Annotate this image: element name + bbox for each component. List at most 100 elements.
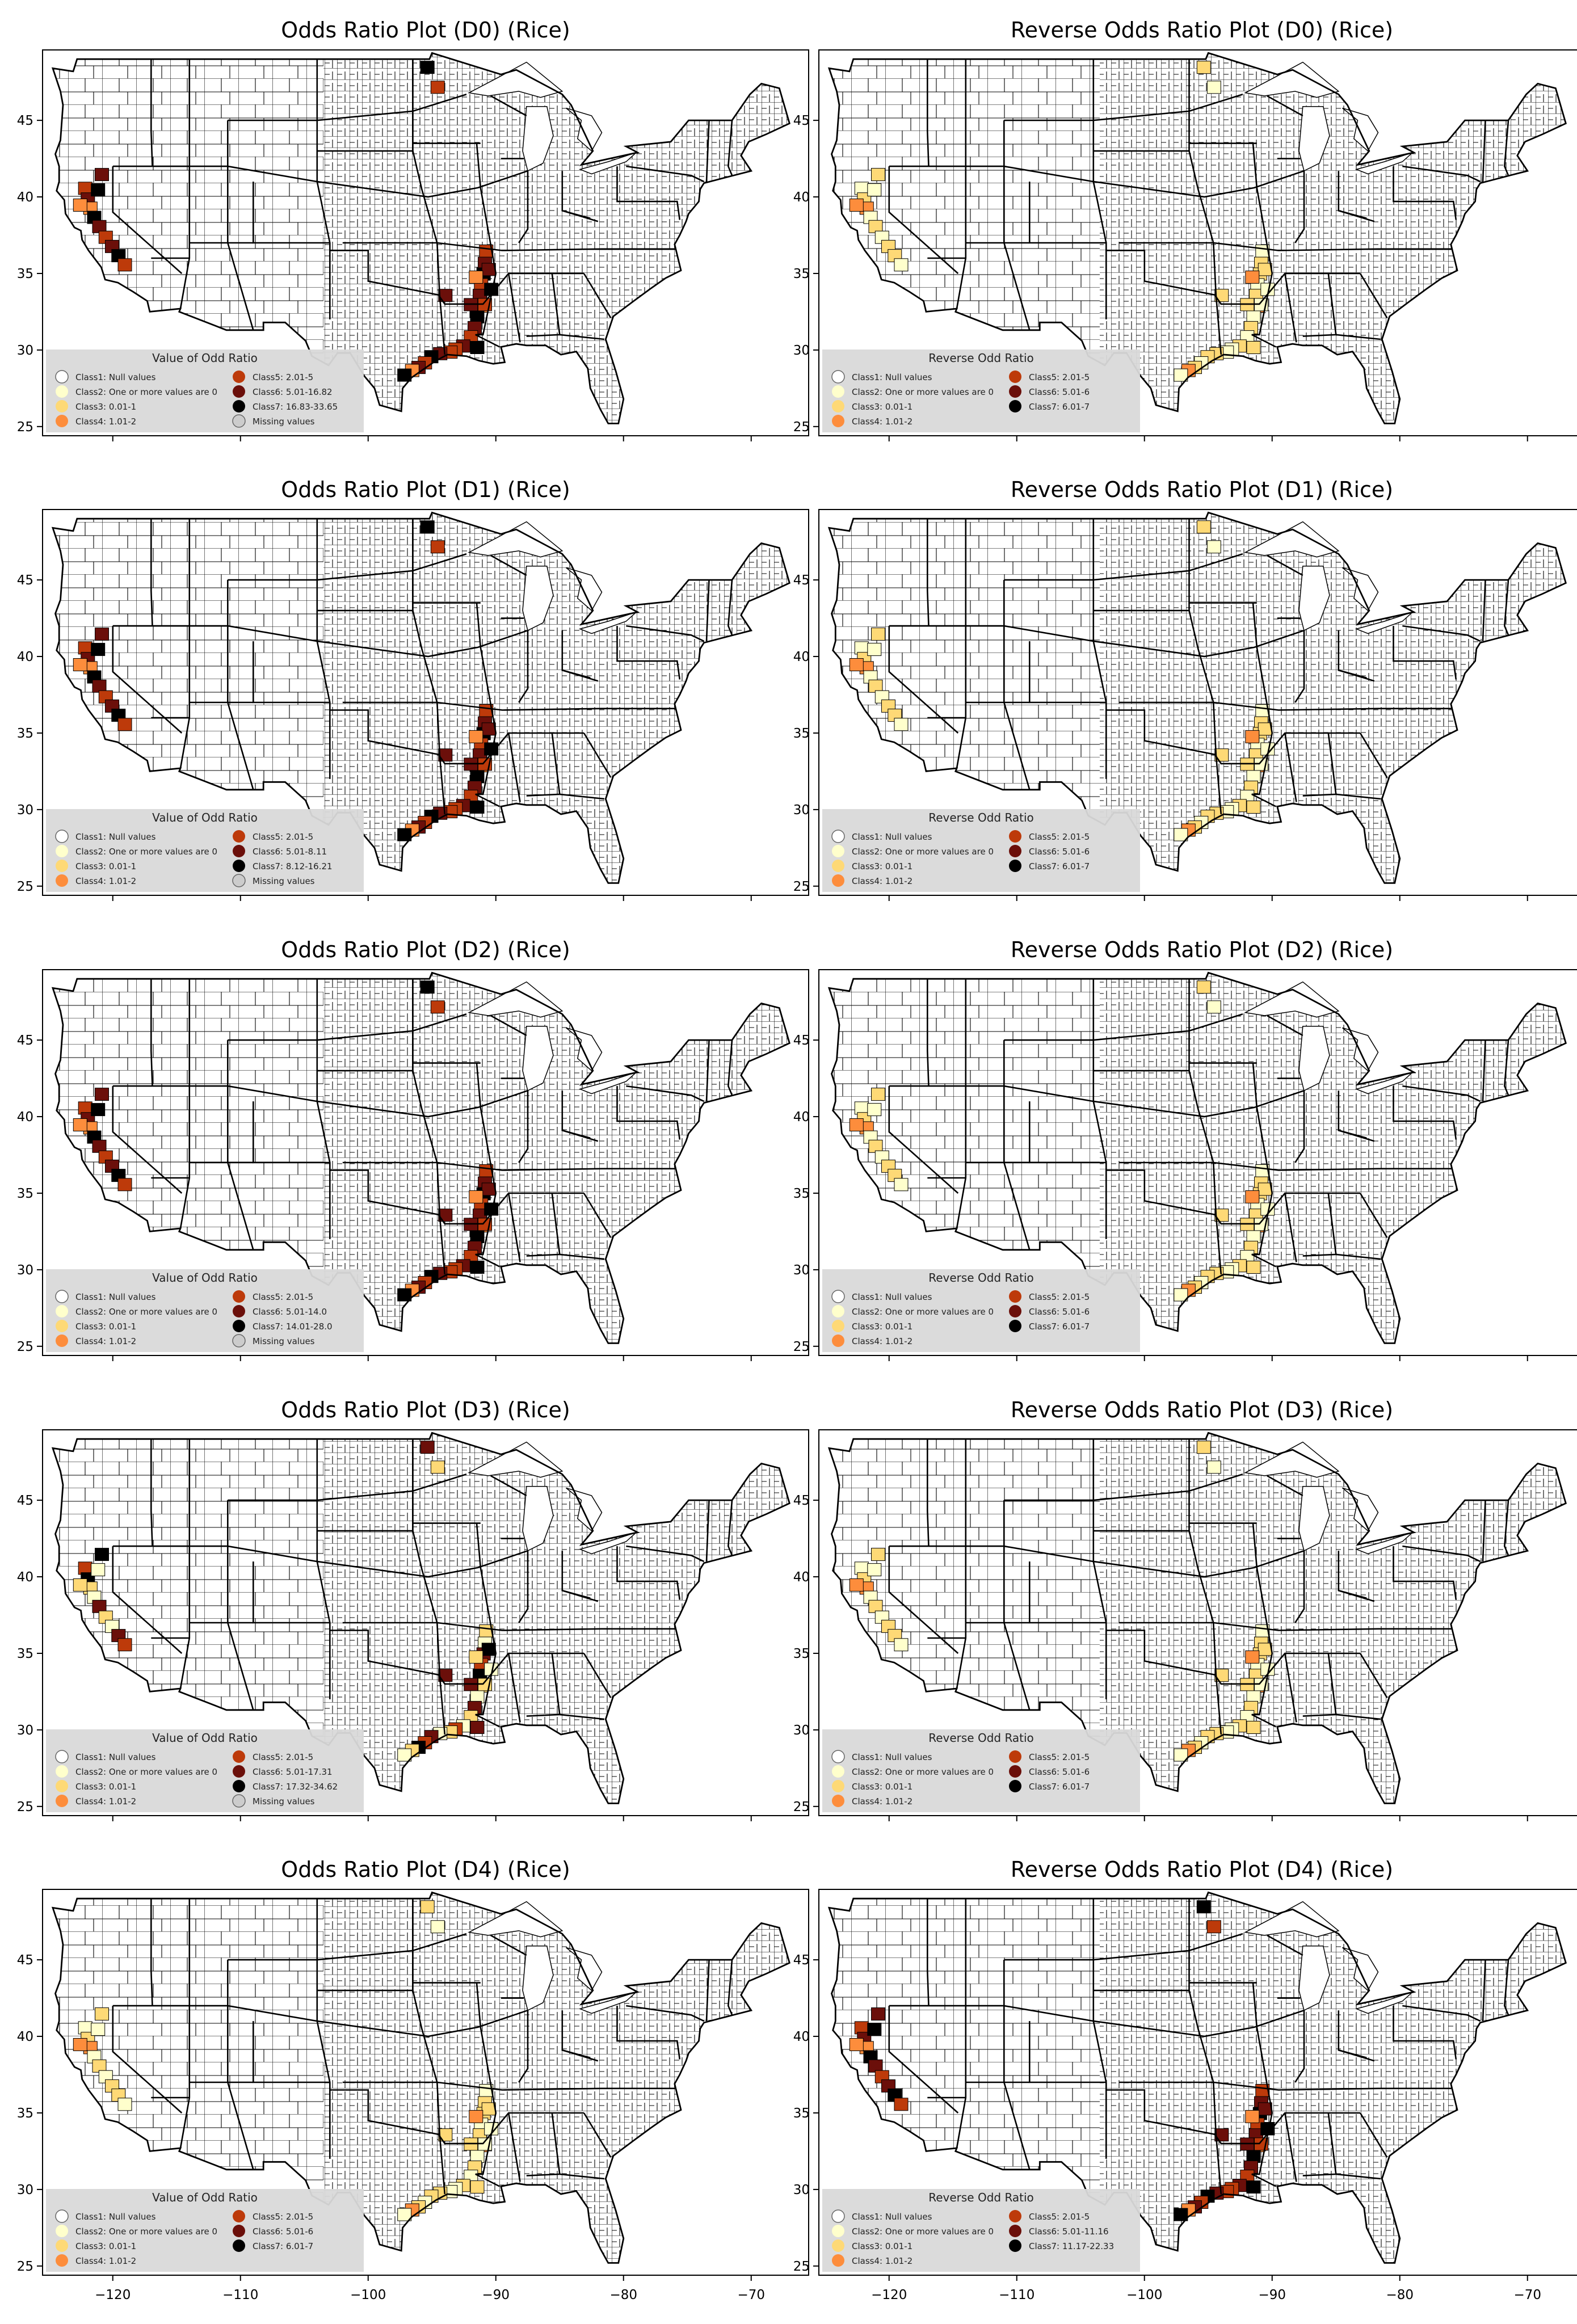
legend-swatch: [832, 1320, 844, 1332]
legend-swatch: [56, 1780, 68, 1792]
county-highlight: [1196, 1900, 1211, 1914]
state-border: [1359, 273, 1388, 318]
state-border: [1106, 2089, 1360, 2145]
state-border: [956, 1439, 967, 1689]
legend-swatch: [233, 2239, 245, 2252]
legend-swatch: [1009, 830, 1021, 843]
county-highlight: [1206, 1920, 1221, 1934]
lat-tick-label: 40: [17, 2030, 33, 2044]
state-border: [475, 143, 501, 348]
legend-label: Missing values: [253, 416, 315, 427]
county-highlight: [867, 643, 882, 656]
lat-tick-label: 45: [793, 113, 810, 128]
legend-box: [822, 1269, 1140, 1352]
state-border: [317, 1030, 413, 1041]
state-border: [727, 120, 733, 176]
county-highlight: [1258, 2102, 1272, 2116]
legend-label: Class2: One or more values are 0: [852, 387, 994, 397]
lat-tick-label: 45: [17, 1033, 33, 1048]
state-border: [560, 2173, 605, 2180]
lon-tick-label: −80: [609, 2288, 637, 2302]
state-border: [1402, 1545, 1481, 1563]
lat-tick-label: 30: [793, 803, 810, 818]
legend-label: Class2: One or more values are 0: [852, 1307, 994, 1317]
state-border: [1359, 732, 1388, 778]
lon-tick-label: −120: [95, 2288, 131, 2302]
legend-swatch: [233, 1765, 245, 1778]
state-border: [179, 979, 191, 1229]
state-border: [1336, 334, 1381, 340]
state-border: [413, 94, 467, 112]
county-highlight: [481, 2102, 496, 2116]
state-border: [616, 626, 681, 680]
legend-label: Class6: 5.01-6: [1029, 1307, 1090, 1317]
legend-label: Class2: One or more values are 0: [75, 2226, 217, 2237]
state-border: [1482, 120, 1486, 182]
state-border: [150, 59, 153, 167]
legend-label: Class3: 0.01-1: [852, 1782, 912, 1792]
state-border: [583, 273, 612, 318]
county-highlight: [849, 199, 864, 212]
county-highlight: [117, 2098, 132, 2111]
lat-tick-label: 30: [793, 1263, 810, 1278]
great-lake: [1342, 567, 1379, 612]
lat-tick-label: 30: [17, 1723, 33, 1738]
legend-swatch: [55, 1750, 69, 1763]
legend-label: Class3: 0.01-1: [75, 1321, 136, 1332]
county-highlight: [469, 2110, 483, 2123]
state-border: [1338, 670, 1375, 682]
legend-title: Reverse Odd Ratio: [928, 1731, 1034, 1745]
state-border: [1503, 1039, 1509, 1096]
state-border: [330, 709, 584, 765]
state-border: [705, 120, 710, 182]
state-border: [560, 793, 605, 800]
state-border: [1284, 1653, 1297, 1723]
us-outline: [51, 1432, 790, 1804]
county-highlight: [1245, 1190, 1260, 1203]
county-highlight: [117, 1178, 132, 1192]
state-border: [179, 1439, 191, 1689]
county-highlight: [867, 1563, 882, 1577]
panel-title: Reverse Odds Ratio Plot (D1) (Rice): [1011, 477, 1393, 502]
legend-label: Class5: 2.01-5: [1029, 372, 1090, 382]
great-lake: [1342, 1947, 1379, 1992]
state-border: [330, 1169, 584, 1225]
lat-tick-label: 35: [17, 726, 33, 741]
state-border: [889, 1085, 1305, 1118]
panel-title: Reverse Odds Ratio Plot (D0) (Rice): [1011, 18, 1393, 43]
panel-title: Odds Ratio Plot (D1) (Rice): [281, 477, 570, 502]
legend-swatch: [233, 1780, 245, 1792]
county-highlight: [1174, 1748, 1188, 1762]
lat-tick-label: 30: [17, 803, 33, 818]
lat-tick-label: 25: [793, 879, 810, 894]
legend-label: Class5: 2.01-5: [253, 832, 313, 842]
legend-swatch: [832, 1780, 844, 1792]
state-border: [317, 1950, 413, 1961]
state-border: [1284, 1193, 1297, 1262]
state-border: [1359, 1653, 1388, 1698]
county-highlight: [871, 168, 885, 182]
state-border: [705, 1960, 710, 2022]
legend-label: Class6: 5.01-6: [1029, 387, 1090, 397]
lat-tick-label: 35: [793, 1647, 810, 1661]
county-highlight: [430, 540, 445, 554]
state-border: [1336, 1253, 1381, 1260]
county-highlight: [469, 270, 483, 284]
lat-tick-label: 25: [793, 2259, 810, 2274]
legend-label: Class7: 16.83-33.65: [253, 402, 338, 412]
state-border: [583, 1653, 612, 1698]
state-border: [888, 626, 959, 734]
legend-swatch: [1009, 2225, 1021, 2237]
county-highlight: [430, 1000, 445, 1014]
legend-label: Class2: One or more values are 0: [75, 387, 217, 397]
county-highlight: [1258, 263, 1272, 276]
state-border: [1106, 250, 1360, 305]
lat-tick-label: 25: [17, 420, 33, 435]
state-border: [1267, 554, 1303, 576]
legend-swatch: [1009, 1320, 1021, 1332]
county-highlight: [1246, 801, 1261, 814]
state-border: [112, 626, 183, 734]
map-panel-or-d1: Odds Ratio Plot (D1) (Rice) 25 30 35 40 45 Val…: [17, 477, 809, 901]
legend-title: Value of Odd Ratio: [152, 1731, 258, 1745]
county-highlight: [1245, 730, 1260, 743]
